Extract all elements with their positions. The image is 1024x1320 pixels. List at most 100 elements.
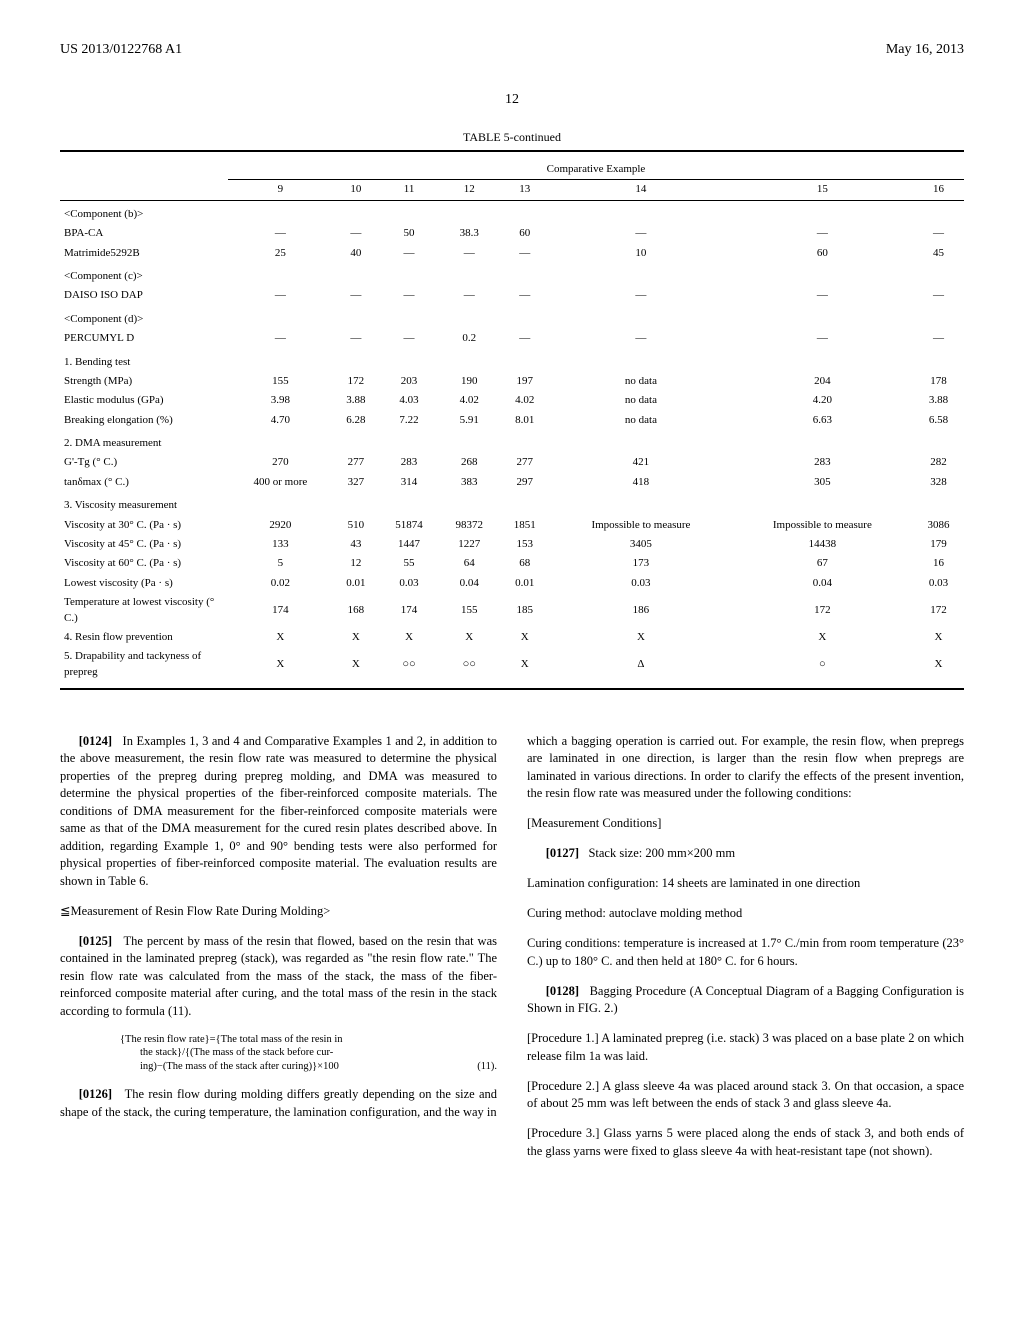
cell: 172 [732,593,913,628]
cell: 60 [499,224,550,243]
row-label: PERCUMYL D [60,329,228,348]
cell: 282 [913,453,964,472]
col-num: 13 [499,180,550,200]
cell: 203 [379,372,439,391]
cell: 174 [379,593,439,628]
cell: 153 [499,535,550,554]
cell: 0.2 [439,329,499,348]
cell: 4.20 [732,391,913,410]
para-text: In Examples 1, 3 and 4 and Comparative E… [60,734,497,888]
cell: 25 [228,244,333,263]
page-number: 12 [60,90,964,110]
cell: X [913,647,964,682]
para-num: [0125] [79,934,112,948]
cell: no data [550,372,731,391]
cell: 178 [913,372,964,391]
col-num: 15 [732,180,913,200]
row-label: Viscosity at 60° C. (Pa · s) [60,554,228,573]
cell: 2920 [228,516,333,535]
cell: 133 [228,535,333,554]
cell: 1851 [499,516,550,535]
cell: 5.91 [439,411,499,430]
cell: X [732,628,913,647]
cell: 4.70 [228,411,333,430]
cell: 418 [550,473,731,492]
cell: — [379,244,439,263]
cell: 1227 [439,535,499,554]
procedure-3: [Procedure 3.] Glass yarns 5 were placed… [527,1125,964,1160]
cell: — [379,286,439,305]
row-label: Viscosity at 30° C. (Pa · s) [60,516,228,535]
cell: Δ [550,647,731,682]
pub-date: May 16, 2013 [886,40,964,60]
cell: 7.22 [379,411,439,430]
proc-label: [Procedure 3.] [527,1126,599,1140]
cell: 0.01 [499,574,550,593]
body-columns: [0124] In Examples 1, 3 and 4 and Compar… [60,720,964,1173]
para-text: Stack size: 200 mm×200 mm [588,846,735,860]
table-5-continued: Comparative Example 9 10 11 12 13 14 15 … [60,150,964,690]
cell: 5 [228,554,333,573]
row-label: Elastic modulus (GPa) [60,391,228,410]
formula-11: {The resin flow rate}={The total mass of… [120,1033,497,1074]
cell: — [379,329,439,348]
cell: 0.01 [333,574,379,593]
section-label: 2. DMA measurement [60,430,964,453]
cell: 297 [499,473,550,492]
para-0128: [0128] Bagging Procedure (A Conceptual D… [527,983,964,1018]
lamination: Lamination configuration: 14 sheets are … [527,875,964,893]
pub-number: US 2013/0122768 A1 [60,40,182,60]
procedure-2: [Procedure 2.] A glass sleeve 4a was pla… [527,1078,964,1113]
formula-line: ing)−(The mass of the stack after curing… [140,1060,339,1074]
cell: 510 [333,516,379,535]
section-label: 1. Bending test [60,349,964,372]
curing-conditions: Curing conditions: temperature is increa… [527,935,964,970]
cell: 14438 [732,535,913,554]
cell: Impossible to measure [732,516,913,535]
cell: X [439,628,499,647]
cell: — [333,286,379,305]
cell: 0.02 [228,574,333,593]
cell: 55 [379,554,439,573]
cell: — [732,329,913,348]
col-num: 14 [550,180,731,200]
cell: 268 [439,453,499,472]
cell: 67 [732,554,913,573]
cell: 0.03 [379,574,439,593]
cell: 12 [333,554,379,573]
cell: 6.28 [333,411,379,430]
cell: 400 or more [228,473,333,492]
cell: 50 [379,224,439,243]
cell: 283 [379,453,439,472]
cell: no data [550,411,731,430]
row-label: 4. Resin flow prevention [60,628,228,647]
row-label: Breaking elongation (%) [60,411,228,430]
para-text: The resin flow during molding differs gr… [60,1087,497,1119]
subhead-conditions: [Measurement Conditions] [527,815,964,833]
cell: 0.04 [732,574,913,593]
curing-method: Curing method: autoclave molding method [527,905,964,923]
cell: — [228,224,333,243]
cell: 51874 [379,516,439,535]
row-label: Viscosity at 45° C. (Pa · s) [60,535,228,554]
cell: 6.63 [732,411,913,430]
cell: X [913,628,964,647]
cell: 40 [333,244,379,263]
cell: — [550,329,731,348]
cell: 172 [913,593,964,628]
cell: X [333,647,379,682]
col-num: 9 [228,180,333,200]
row-label: BPA-CA [60,224,228,243]
cell: — [499,244,550,263]
proc-label: [Procedure 1.] [527,1031,599,1045]
para-0126: [0126] The resin flow during molding dif… [60,1086,497,1121]
para-num: [0126] [79,1087,112,1101]
cell: 197 [499,372,550,391]
cell: 305 [732,473,913,492]
cell: — [550,286,731,305]
cell: 0.03 [913,574,964,593]
proc-label: [Procedure 2.] [527,1079,599,1093]
formula-line: {The resin flow rate}={The total mass of… [120,1033,497,1047]
cell: 277 [333,453,379,472]
cell: 98372 [439,516,499,535]
